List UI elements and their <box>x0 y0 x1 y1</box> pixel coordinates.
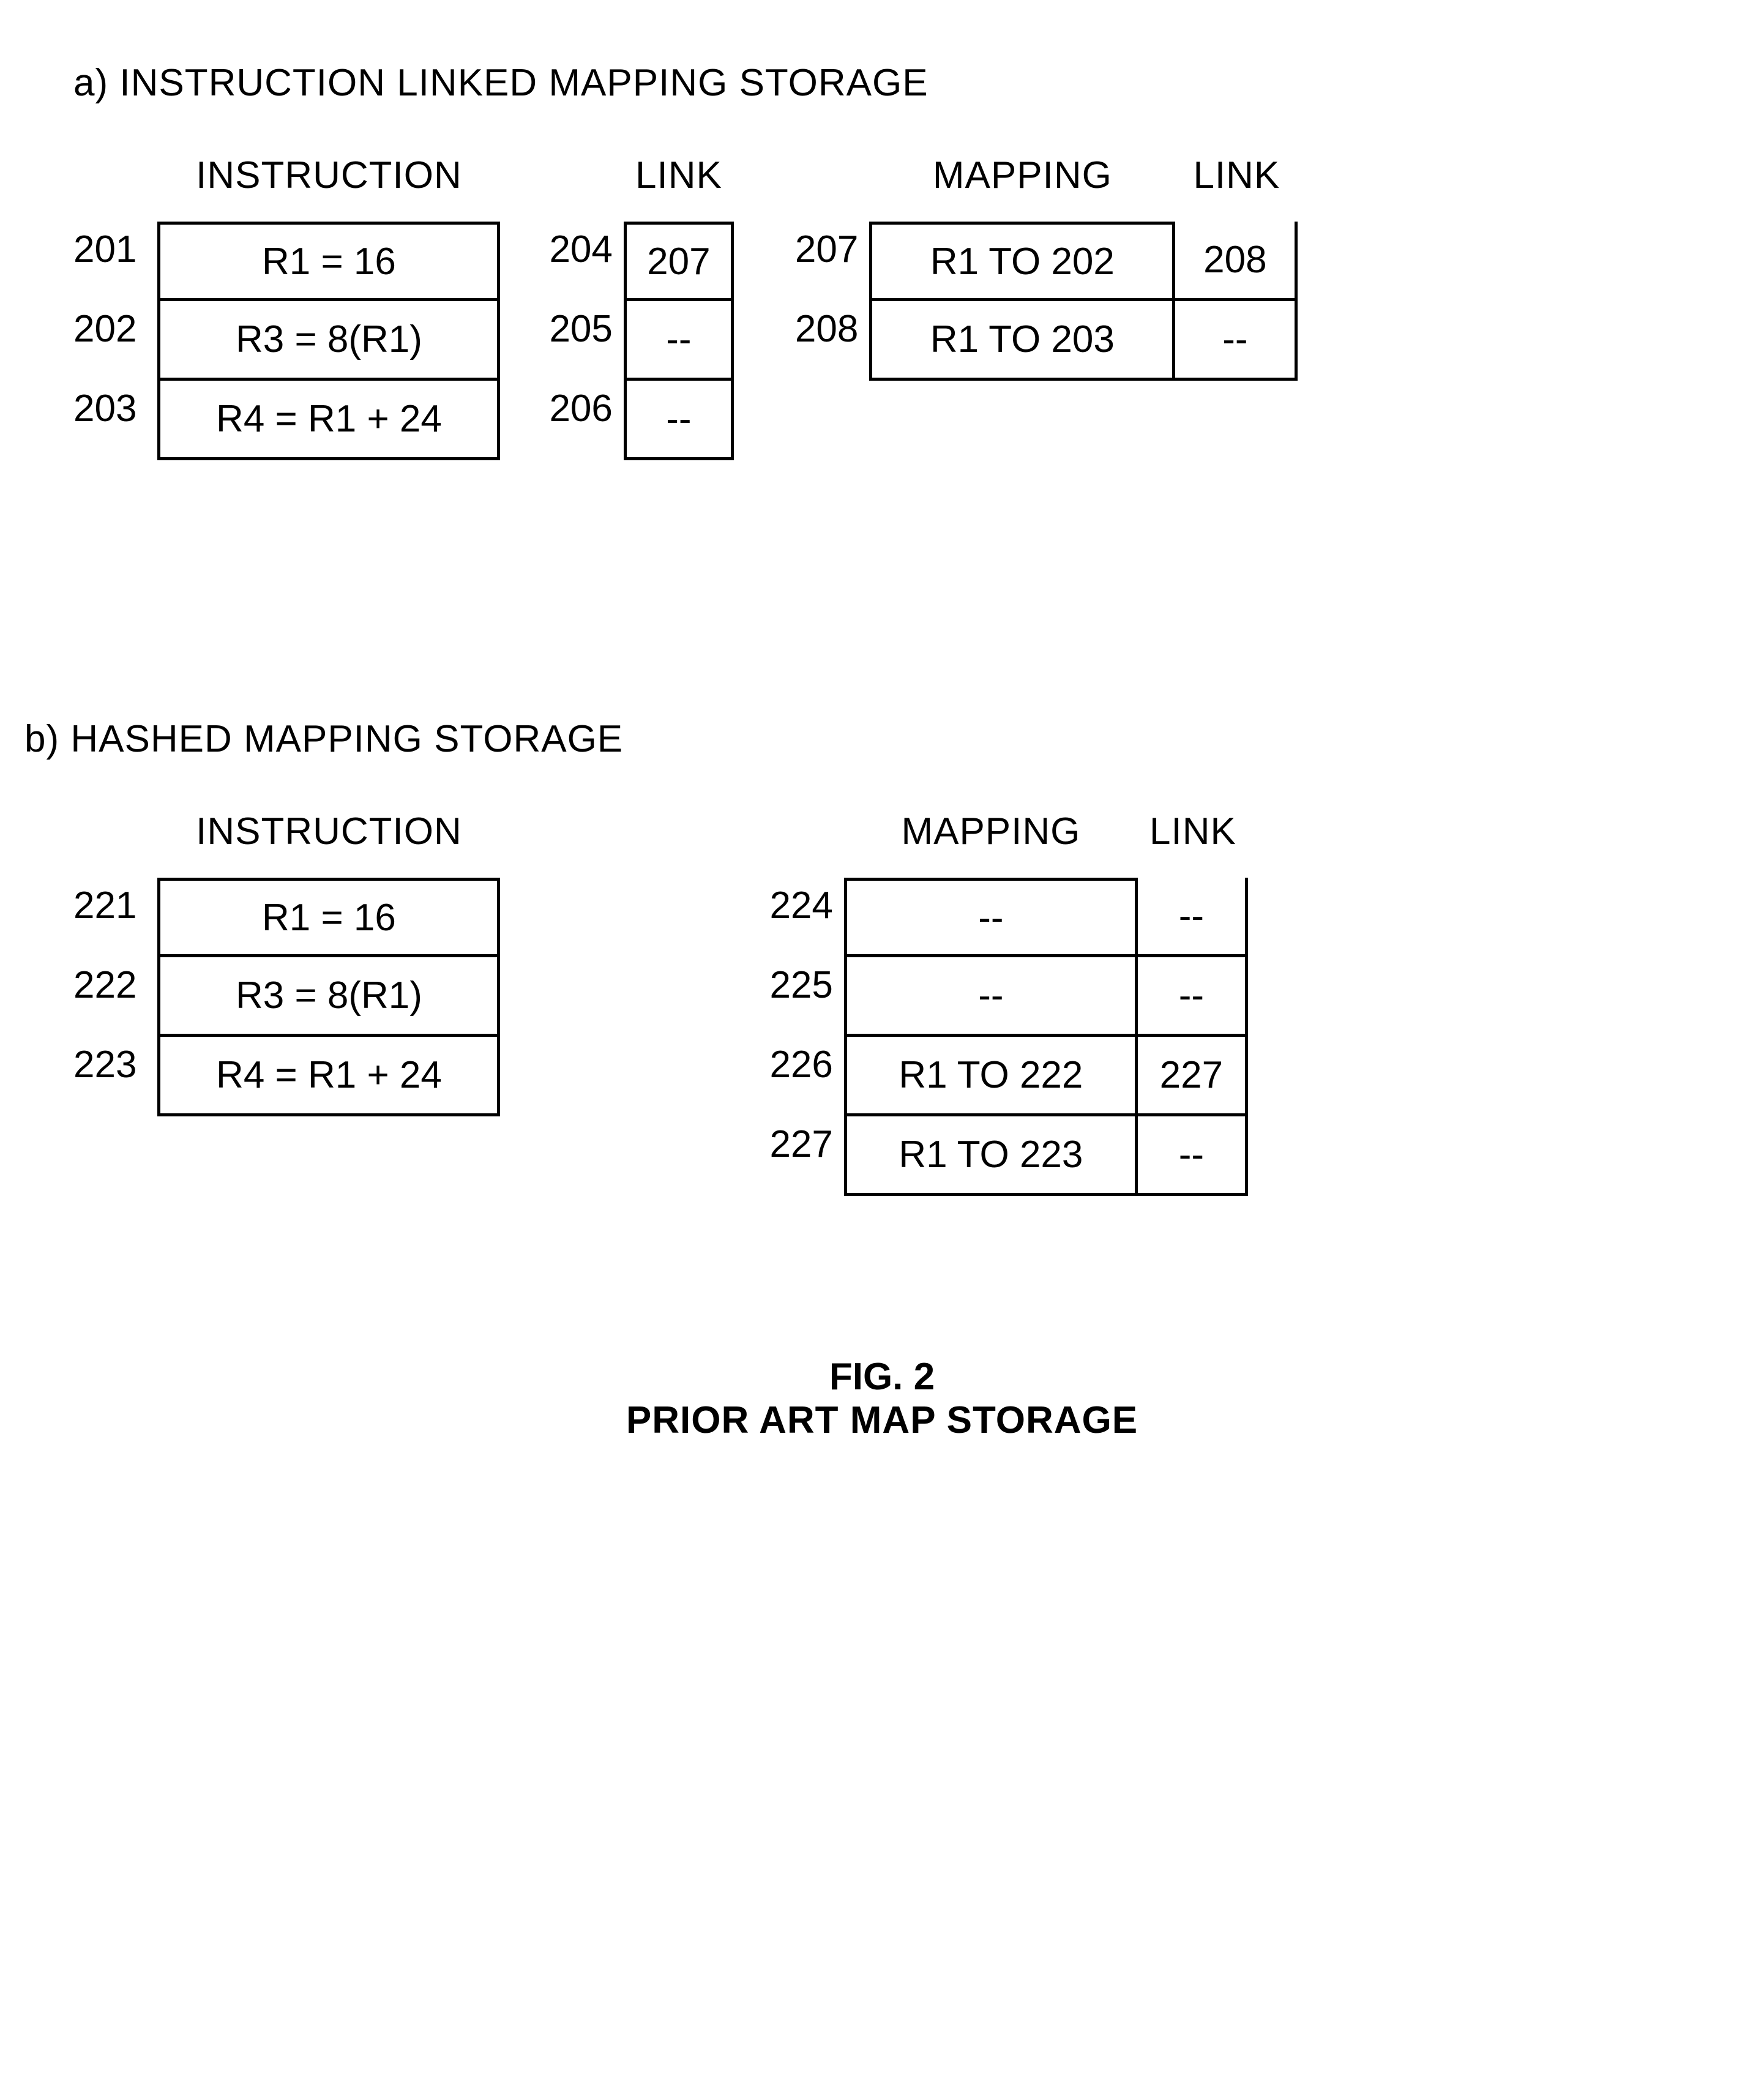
instr-cell: R1 = 16 <box>157 222 500 301</box>
row-index: 208 <box>795 290 869 369</box>
mapping-cell: R1 TO 203 <box>869 301 1175 381</box>
col-header: MAPPING <box>844 810 1138 853</box>
col-header: INSTRUCTION <box>157 810 500 853</box>
section-a-body: 201 202 203 INSTRUCTION R1 = 16 R3 = 8(R… <box>73 154 1691 460</box>
mapping-col: MAPPING LINK -- -- -- -- R1 TO 222 227 R… <box>844 810 1248 1196</box>
figure-caption: FIG. 2 PRIOR ART MAP STORAGE <box>73 1355 1691 1442</box>
row-index: 202 <box>73 290 157 369</box>
section-b-title: b) HASHED MAPPING STORAGE <box>24 717 1691 761</box>
mapping-col: MAPPING LINK R1 TO 202 208 R1 TO 203 -- <box>869 154 1298 381</box>
row-index: 221 <box>73 866 157 946</box>
link-cell: -- <box>624 381 734 460</box>
mapping-index-col: 207 208 <box>795 154 869 369</box>
link-index-col: 204 205 206 <box>549 154 623 449</box>
mapping-link-cell: 227 <box>1138 1037 1248 1116</box>
instr-cell: R1 = 16 <box>157 878 500 957</box>
row-index: 226 <box>769 1025 843 1105</box>
row-index: 206 <box>549 369 623 449</box>
row-index: 203 <box>73 369 157 449</box>
instr-index-col: 221 222 223 <box>73 810 157 1105</box>
row-index: 207 <box>795 210 869 290</box>
col-header: INSTRUCTION <box>157 154 500 197</box>
mapping-cell: R1 TO 223 <box>844 1116 1138 1196</box>
col-header: LINK <box>1175 154 1298 197</box>
mapping-cell: -- <box>844 957 1138 1037</box>
col-header: MAPPING <box>869 154 1175 197</box>
row-index: 225 <box>769 946 843 1025</box>
row-index: 224 <box>769 866 843 946</box>
row-index: 222 <box>73 946 157 1025</box>
section-a-title: a) INSTRUCTION LINKED MAPPING STORAGE <box>73 61 1691 105</box>
figure-subtitle: PRIOR ART MAP STORAGE <box>73 1399 1691 1442</box>
mapping-link-cell: -- <box>1138 1116 1248 1196</box>
section-b-body: 221 222 223 INSTRUCTION R1 = 16 R3 = 8(R… <box>73 810 1691 1196</box>
instr-cell: R4 = R1 + 24 <box>157 381 500 460</box>
row-index: 223 <box>73 1025 157 1105</box>
mapping-cell: R1 TO 222 <box>844 1037 1138 1116</box>
instruction-col: INSTRUCTION R1 = 16 R3 = 8(R1) R4 = R1 +… <box>157 810 500 1116</box>
row-index: 227 <box>769 1105 843 1184</box>
col-header: LINK <box>1138 810 1248 853</box>
mapping-link-cell: -- <box>1138 878 1248 957</box>
mapping-link-cell: 208 <box>1175 222 1298 301</box>
instr-index-col: 201 202 203 <box>73 154 157 449</box>
mapping-link-cell: -- <box>1175 301 1298 381</box>
mapping-cell: -- <box>844 878 1138 957</box>
figure-number: FIG. 2 <box>73 1355 1691 1399</box>
mapping-cell: R1 TO 202 <box>869 222 1175 301</box>
link-col: LINK 207 -- -- <box>624 154 734 460</box>
mapping-index-col: 224 225 226 227 <box>769 810 843 1184</box>
col-header: LINK <box>624 154 734 197</box>
mapping-link-cell: -- <box>1138 957 1248 1037</box>
link-cell: 207 <box>624 222 734 301</box>
link-cell: -- <box>624 301 734 381</box>
instr-cell: R4 = R1 + 24 <box>157 1037 500 1116</box>
instruction-col: INSTRUCTION R1 = 16 R3 = 8(R1) R4 = R1 +… <box>157 154 500 460</box>
row-index: 204 <box>549 210 623 290</box>
instr-cell: R3 = 8(R1) <box>157 301 500 381</box>
row-index: 201 <box>73 210 157 290</box>
row-index: 205 <box>549 290 623 369</box>
instr-cell: R3 = 8(R1) <box>157 957 500 1037</box>
